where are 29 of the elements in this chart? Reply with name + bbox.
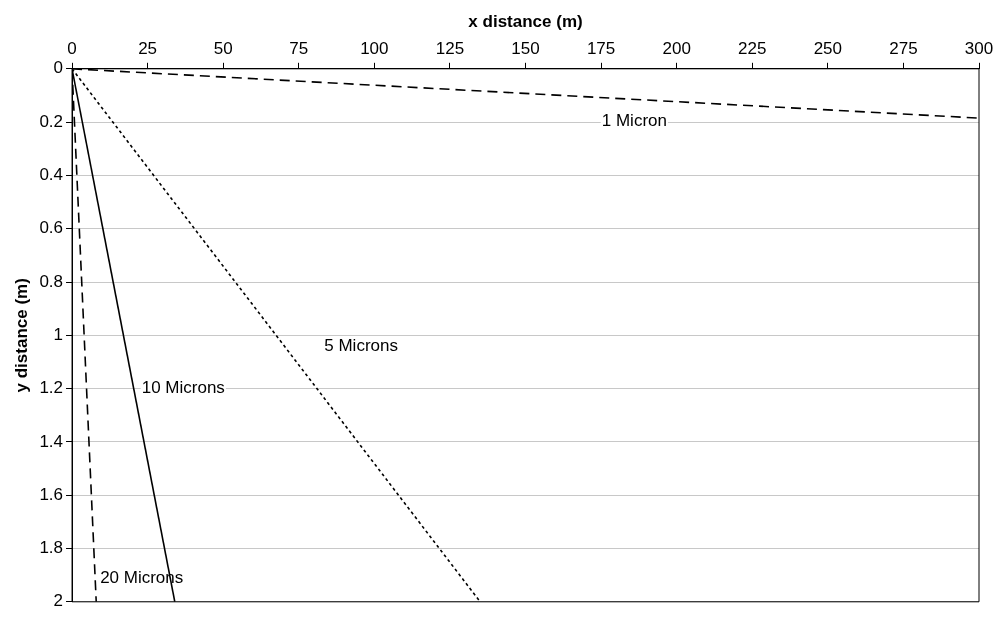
x-tick-label: 300 bbox=[964, 39, 994, 59]
y-tick-label: 0.4 bbox=[39, 165, 64, 185]
x-axis-title: x distance (m) bbox=[468, 11, 583, 31]
x-tick-label: 200 bbox=[662, 39, 691, 59]
series-label: 1 Micron bbox=[601, 111, 667, 131]
y-tick-label: 0 bbox=[53, 58, 64, 78]
x-tick-label: 25 bbox=[138, 39, 158, 59]
y-tick-label: 1.4 bbox=[39, 431, 64, 451]
y-tick-label: 1 bbox=[53, 324, 64, 344]
x-tick-label: 75 bbox=[289, 39, 309, 59]
y-tick-label: 1.6 bbox=[39, 484, 64, 504]
y-axis-title: y distance (m) bbox=[11, 278, 31, 393]
series-label: 5 Microns bbox=[324, 335, 398, 355]
y-tick-label: 1.8 bbox=[39, 538, 64, 558]
x-tick-label: 225 bbox=[738, 39, 767, 59]
x-tick-label: 150 bbox=[511, 39, 540, 59]
x-tick-label: 250 bbox=[813, 39, 843, 59]
y-tick-label: 0.6 bbox=[39, 218, 64, 238]
y-tick-label: 2 bbox=[53, 591, 64, 611]
x-tick-label: 50 bbox=[213, 39, 233, 59]
x-tick-label: 175 bbox=[586, 39, 616, 59]
y-tick-label: 0.8 bbox=[39, 271, 64, 291]
y-tick-label: 1.2 bbox=[39, 378, 64, 398]
y-tick-label: 0.2 bbox=[39, 111, 64, 131]
x-tick-label: 100 bbox=[360, 39, 389, 59]
x-tick-label: 125 bbox=[435, 39, 465, 59]
x-tick-label: 275 bbox=[889, 39, 918, 59]
x-tick-label: 0 bbox=[67, 39, 77, 59]
series-label: 10 Microns bbox=[141, 378, 225, 398]
